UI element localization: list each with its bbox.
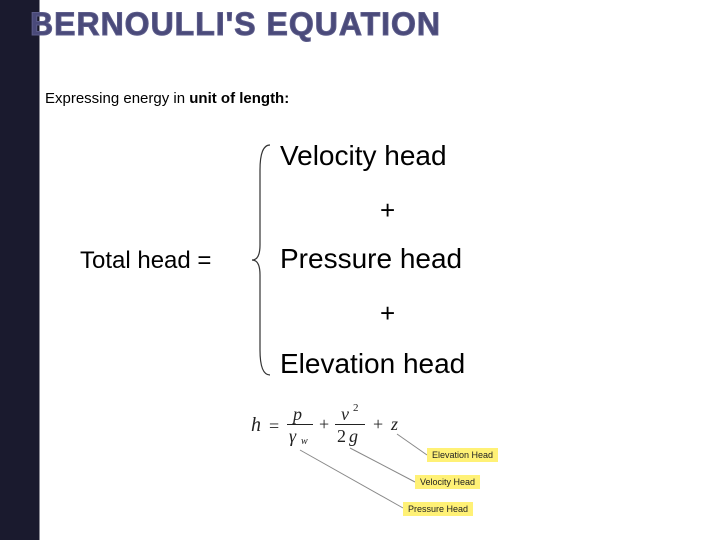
subtitle-bold: unit of length: — [189, 90, 289, 107]
elevation-head-label: Elevation head — [280, 348, 465, 380]
subtitle-prefix: Expressing energy in — [45, 90, 189, 107]
elevation-head-tag: Elevation Head — [427, 448, 498, 462]
slide-title: BERNOULLI'S EQUATION — [30, 6, 441, 43]
velocity-head-tag: Velocity Head — [415, 475, 480, 489]
formula-diagram: h = p γ w + v 2 2 g + z Elevation Head V… — [245, 400, 505, 530]
plus-1: + — [380, 195, 395, 226]
slide-subtitle: Expressing energy in unit of length: — [45, 90, 289, 107]
velocity-head-label: Velocity head — [280, 140, 447, 172]
curly-brace — [248, 140, 278, 380]
pressure-head-tag: Pressure Head — [403, 502, 473, 516]
total-head-label: Total head = — [80, 247, 211, 275]
pressure-head-label: Pressure head — [280, 243, 462, 275]
plus-2: + — [380, 298, 395, 329]
